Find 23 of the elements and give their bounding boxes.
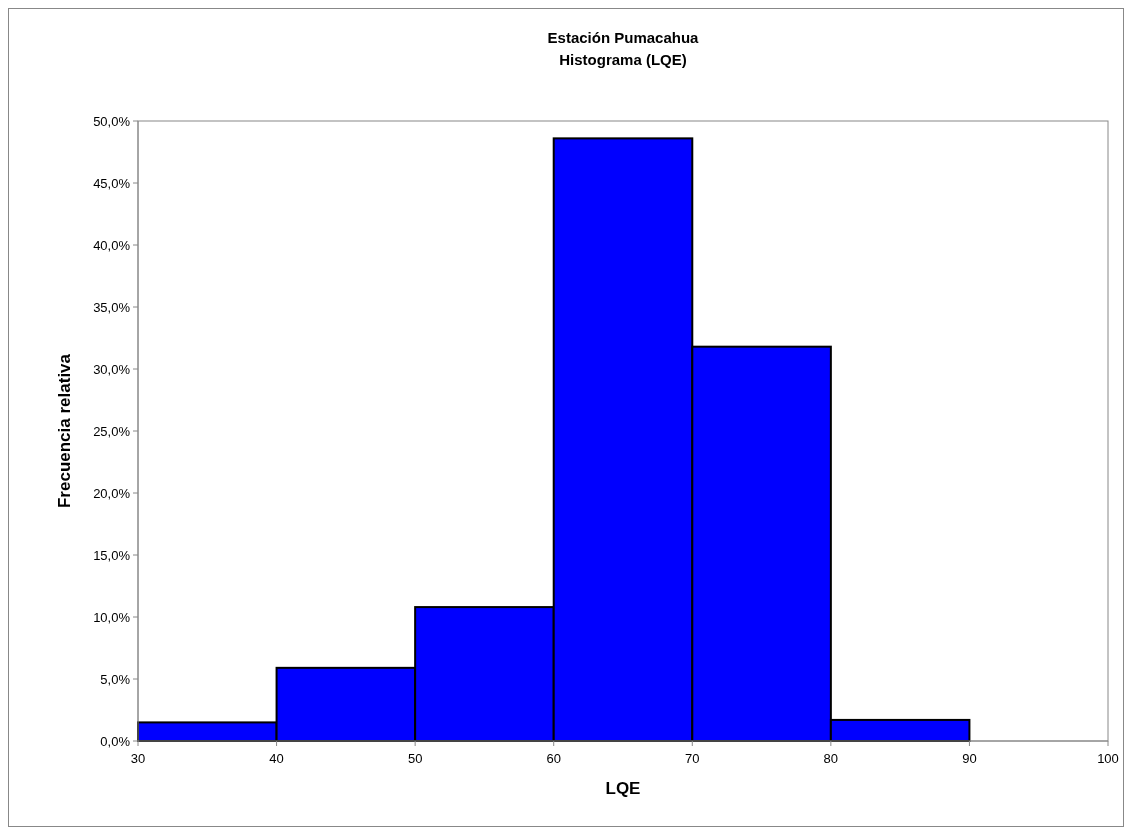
x-tick-label: 50	[407, 751, 423, 766]
y-tick-label: 15,0%	[93, 547, 131, 563]
y-tick-label: 5,0%	[100, 671, 131, 687]
x-tick-label: 90	[962, 751, 977, 766]
x-tick-label: 30	[130, 751, 146, 766]
x-tick-label: 70	[685, 751, 700, 766]
y-tick-label: 25,0%	[93, 423, 131, 439]
y-axis-title: Frecuencia relativa	[55, 353, 74, 509]
y-tick-label: 45,0%	[93, 175, 131, 191]
y-tick-label: 20,0%	[93, 485, 131, 501]
chart-title: Estación Pumacahua	[547, 29, 700, 46]
x-tick-label: 60	[546, 751, 561, 766]
x-axis-title: LQE	[605, 779, 641, 798]
x-tick-label: 40	[269, 751, 284, 766]
y-tick-label: 35,0%	[93, 299, 131, 315]
y-tick-label: 10,0%	[93, 609, 131, 625]
chart-subtitle: Histograma (LQE)	[559, 51, 687, 68]
y-tick-label: 30,0%	[93, 361, 131, 377]
x-tick-label: 80	[823, 751, 839, 766]
x-tick-label: 100	[1097, 751, 1119, 766]
y-tick-label: 0,0%	[100, 733, 131, 749]
y-tick-label: 40,0%	[93, 237, 131, 253]
y-tick-label: 50,0%	[93, 113, 131, 129]
